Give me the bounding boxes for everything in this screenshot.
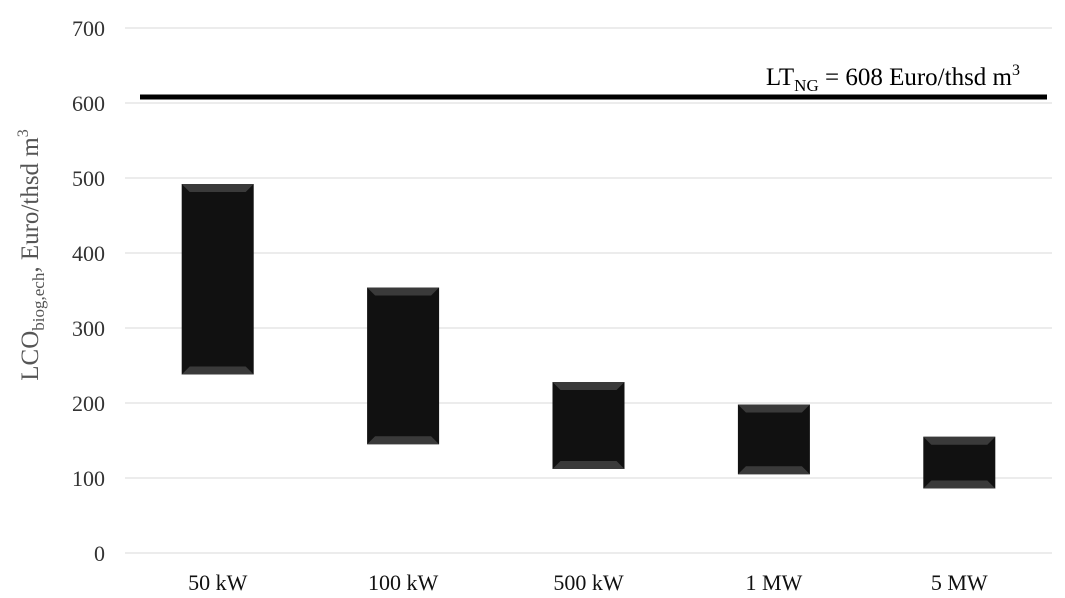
y-axis-tick-labels: 0 100 200 300 400 500 600 700	[72, 16, 105, 566]
range-bar	[923, 436, 996, 489]
range-bar	[367, 287, 440, 445]
reference-line-label: LTNG = 608 Euro/thsd m3	[766, 62, 1020, 95]
y-tick-label: 600	[72, 91, 105, 116]
x-category-label: 50 kW	[188, 570, 248, 595]
y-tick-label: 500	[72, 166, 105, 191]
y-tick-label: 300	[72, 316, 105, 341]
y-axis-label: LCObiog,ech, Euro/thsd m3	[15, 129, 48, 381]
range-bars	[181, 184, 996, 489]
y-tick-label: 100	[72, 466, 105, 491]
x-category-label: 5 MW	[931, 570, 988, 595]
range-bar	[552, 382, 625, 469]
x-category-label: 1 MW	[745, 570, 802, 595]
x-category-label: 100 kW	[368, 570, 439, 595]
y-tick-label: 200	[72, 391, 105, 416]
y-tick-label: 0	[94, 541, 105, 566]
range-bar	[737, 404, 810, 475]
y-tick-label: 400	[72, 241, 105, 266]
gridlines	[125, 27, 1052, 554]
x-category-label: 500 kW	[553, 570, 624, 595]
range-bar	[181, 184, 254, 375]
y-tick-label: 700	[72, 16, 105, 41]
x-axis-category-labels: 50 kW 100 kW 500 kW 1 MW 5 MW	[188, 570, 988, 595]
